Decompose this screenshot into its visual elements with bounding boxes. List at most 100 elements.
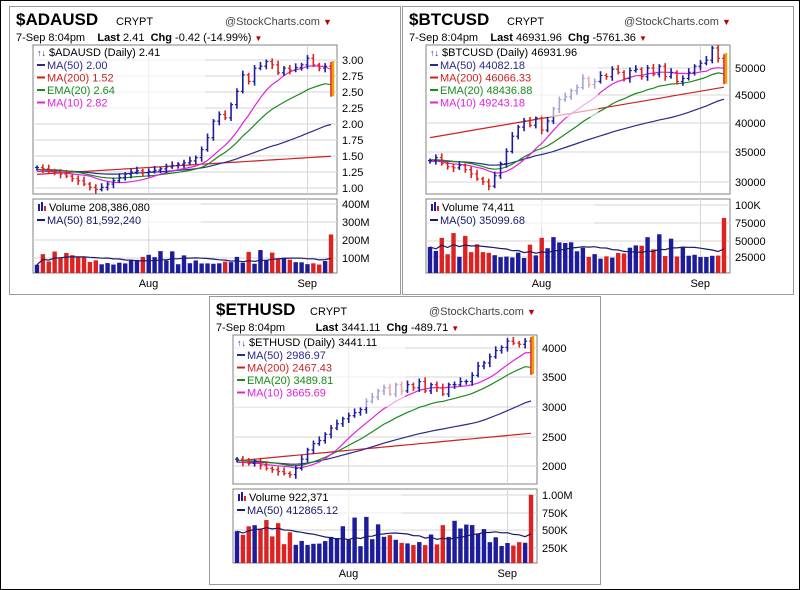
quote-info: 7-Sep 8:04pm Last 46931.96 Chg -5761.36 … bbox=[409, 32, 647, 44]
asset-type-label: CRYPT bbox=[507, 16, 545, 28]
volume-tick-label: 100K bbox=[735, 200, 761, 212]
stockcharts-brand[interactable]: @StockCharts.com ▼ bbox=[624, 16, 731, 28]
volume-ma-line bbox=[236, 527, 532, 541]
volume-bar bbox=[187, 263, 193, 273]
volume-bar bbox=[463, 235, 468, 273]
volume-bar bbox=[615, 253, 621, 273]
x-tick-label: Aug bbox=[339, 568, 359, 580]
volume-bar bbox=[668, 238, 674, 273]
volume-bar bbox=[317, 264, 322, 273]
volume-icon bbox=[238, 494, 240, 501]
volume-bar bbox=[152, 257, 157, 273]
volume-icon bbox=[434, 202, 436, 211]
volume-tick-label: 750K bbox=[542, 508, 568, 520]
volume-bar bbox=[111, 264, 116, 273]
volume-tick-label: 250K bbox=[542, 543, 568, 555]
legend-volume: Volume 74,411 bbox=[442, 202, 515, 214]
volume-bar bbox=[686, 255, 691, 273]
price-tick-label: 3500 bbox=[542, 372, 566, 384]
volume-bar bbox=[521, 257, 527, 273]
volume-legend-backdrop bbox=[428, 201, 594, 227]
legend-volume: Volume 208,386,080 bbox=[49, 202, 150, 214]
volume-bar bbox=[522, 542, 528, 563]
change-value: -5761.36 bbox=[592, 32, 636, 44]
volume-bar bbox=[275, 258, 281, 273]
volume-icon bbox=[431, 204, 433, 211]
ethusd-chart-panel[interactable]: $ETHUSD CRYPT @StockCharts.com ▼ 7-Sep 8… bbox=[209, 296, 601, 585]
volume-bar bbox=[422, 545, 428, 563]
stockcharts-brand[interactable]: @StockCharts.com ▼ bbox=[225, 16, 332, 28]
volume-bar bbox=[505, 543, 510, 563]
legend-ma200: MA(200) 1.52 bbox=[47, 73, 114, 85]
btcusd-chart-panel[interactable]: $BTCUSD CRYPT @StockCharts.com ▼ 7-Sep 8… bbox=[402, 6, 794, 295]
volume-ma-line bbox=[429, 243, 725, 254]
x-tick-label: Sep bbox=[497, 568, 517, 580]
volume-icon bbox=[241, 492, 243, 501]
volume-bar bbox=[427, 246, 433, 273]
volume-bar bbox=[117, 262, 122, 273]
volume-bar bbox=[721, 217, 727, 273]
ma50-line bbox=[36, 123, 332, 175]
menu-triangle-icon[interactable]: ▼ bbox=[721, 17, 731, 27]
volume-icon bbox=[38, 204, 40, 211]
bar-type-icon: ↑↓ bbox=[37, 48, 46, 58]
volume-bar bbox=[105, 263, 110, 273]
volume-legend-backdrop bbox=[235, 491, 401, 517]
stockcharts-brand[interactable]: @StockCharts.com ▼ bbox=[429, 306, 536, 318]
volume-bar bbox=[515, 252, 521, 273]
volume-bar bbox=[175, 264, 181, 273]
volume-bar bbox=[181, 255, 187, 273]
volume-bar bbox=[170, 251, 175, 273]
volume-tick-label: 200M bbox=[342, 235, 370, 247]
volume-bar bbox=[311, 543, 316, 563]
x-tick-label: Sep bbox=[297, 278, 317, 290]
volume-bar bbox=[40, 254, 46, 273]
price-tick-label: 2.50 bbox=[342, 87, 363, 99]
volume-bar bbox=[158, 251, 163, 273]
volume-bar bbox=[551, 237, 556, 273]
menu-triangle-icon[interactable]: ▼ bbox=[526, 307, 536, 317]
menu-triangle-icon[interactable]: ▼ bbox=[322, 17, 332, 27]
volume-bar bbox=[305, 264, 310, 273]
price-volume-chart: 50000 45000 40000 35000 30000 100K 75000 50000 2… bbox=[425, 44, 766, 290]
change-value: -489.71 bbox=[410, 322, 449, 334]
volume-bar bbox=[258, 250, 263, 273]
bar-type-icon: ↑↓ bbox=[237, 338, 246, 348]
price-tick-label: 2.00 bbox=[342, 119, 363, 131]
volume-bar bbox=[411, 545, 416, 563]
symbol-title: $ADAUSD bbox=[16, 10, 99, 29]
price-tick-label: 40000 bbox=[735, 118, 766, 130]
volume-bar bbox=[358, 546, 363, 563]
down-triangle-icon: ▼ bbox=[451, 324, 460, 333]
volume-bar bbox=[434, 544, 440, 563]
price-tick-label: 4000 bbox=[542, 343, 566, 355]
legend-ma10: MA(10) 49243.18 bbox=[440, 98, 525, 110]
volume-bar bbox=[715, 255, 721, 273]
volume-bar bbox=[122, 263, 128, 273]
asset-type-label: CRYPT bbox=[116, 16, 154, 28]
volume-bar bbox=[128, 259, 134, 273]
volume-bar bbox=[217, 263, 222, 273]
volume-tick-label: 25000 bbox=[735, 252, 766, 264]
volume-bar bbox=[704, 257, 709, 273]
volume-bar bbox=[492, 255, 497, 273]
volume-bar bbox=[299, 540, 304, 563]
volume-bar bbox=[240, 534, 246, 563]
volume-icon bbox=[244, 496, 246, 501]
price-tick-label: 1.00 bbox=[342, 183, 363, 195]
volume-bar bbox=[375, 524, 381, 563]
volume-bar bbox=[293, 544, 299, 563]
volume-tick-label: 300M bbox=[342, 217, 370, 229]
legend-main: $ETHUSD (Daily) 3441.11 bbox=[249, 337, 377, 349]
volume-bar bbox=[598, 258, 603, 273]
price-tick-label: 1.75 bbox=[342, 135, 363, 147]
quote-info: 7-Sep 8:04pm Last 2.41 Chg -0.42 (-14.99… bbox=[16, 32, 263, 44]
adausd-chart-panel[interactable]: $ADAUSD CRYPT @StockCharts.com ▼ 7-Sep 8… bbox=[9, 6, 401, 295]
asset-type-label: CRYPT bbox=[310, 306, 348, 318]
volume-bar bbox=[364, 516, 369, 563]
volume-bar bbox=[393, 539, 398, 563]
volume-bar bbox=[340, 526, 346, 563]
volume-tick-label: 75000 bbox=[735, 218, 766, 230]
volume-bar bbox=[46, 261, 51, 273]
last-price: 46931.96 bbox=[516, 32, 562, 44]
